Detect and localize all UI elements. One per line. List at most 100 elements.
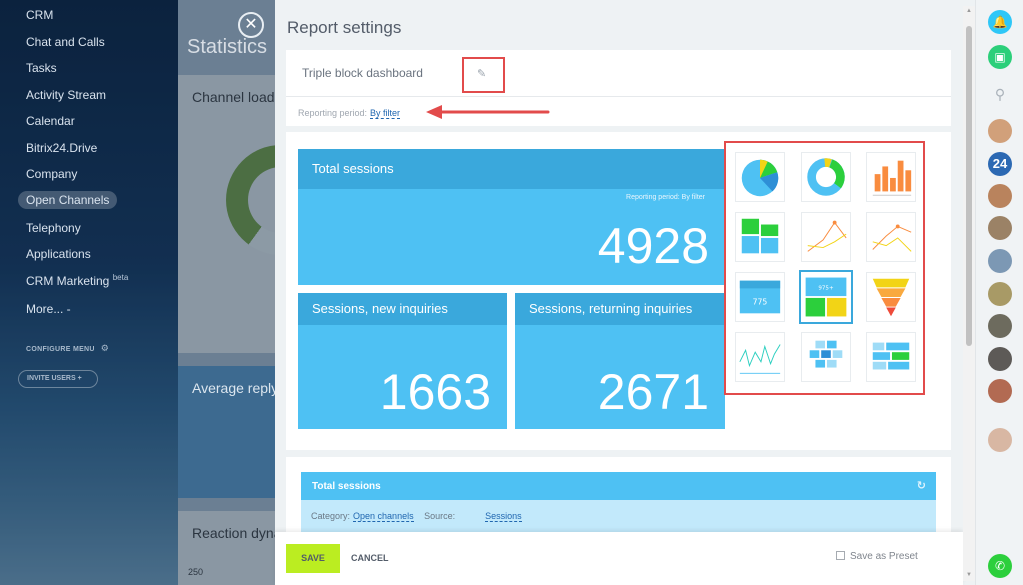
reporting-period-label: Reporting period:	[298, 108, 368, 118]
linear-chart-icon	[739, 344, 781, 374]
widget-settings-row: Category: Open channels Source: Sessions	[311, 511, 530, 522]
panel-scrollbar[interactable]: ▲ ▼	[963, 6, 975, 581]
widget-heatmap-grid[interactable]	[801, 332, 851, 382]
menu-item-tasks[interactable]: Tasks	[26, 61, 57, 75]
menu-item-calendar[interactable]: Calendar	[26, 114, 75, 128]
bar-chart-icon	[872, 160, 912, 196]
avatar[interactable]	[988, 347, 1012, 371]
tile-title: Sessions, new inquiries	[298, 293, 507, 325]
menu-item-open-channels[interactable]: Open Channels	[18, 191, 118, 209]
reporting-period-link[interactable]: By filter	[370, 108, 401, 119]
card-title: Reaction dyna	[192, 525, 275, 541]
close-icon[interactable]: ✕	[238, 12, 264, 38]
avatar[interactable]	[988, 314, 1012, 338]
widget-funnel-chart[interactable]	[866, 272, 916, 322]
tile-title: Sessions, returning inquiries	[515, 293, 725, 325]
beta-badge: beta	[112, 273, 129, 282]
avatar[interactable]	[988, 249, 1012, 273]
widget-donut-chart[interactable]	[801, 152, 851, 202]
bell-icon[interactable]: 🔔	[988, 10, 1012, 34]
left-sidebar	[0, 0, 178, 585]
edit-name-button[interactable]: ✎	[462, 57, 505, 93]
menu-item-crm[interactable]: CRM	[26, 8, 54, 22]
avatar[interactable]	[988, 184, 1012, 208]
widget-settings-header: Total sessions ↻	[301, 472, 936, 500]
tile-new-inquiries[interactable]: Sessions, new inquiries 1663	[298, 293, 507, 429]
reaction-card: Reaction dyna	[178, 511, 275, 585]
avatar[interactable]	[988, 282, 1012, 306]
tile-value: 1663	[379, 364, 491, 420]
configure-menu-label: CONFIGURE MENU	[26, 346, 95, 353]
group-avatar[interactable]	[988, 428, 1012, 452]
save-button[interactable]: SAVE	[286, 544, 340, 573]
donut-chart-icon	[807, 158, 845, 196]
widget-comparison-chart[interactable]	[866, 332, 916, 382]
divider	[286, 96, 951, 97]
pencil-icon: ✎	[477, 68, 487, 80]
menu-item-activity-stream[interactable]: Activity Stream	[26, 88, 107, 102]
menu-item-applications[interactable]: Applications	[26, 247, 91, 261]
tile-returning-inquiries[interactable]: Sessions, returning inquiries 2671	[515, 293, 725, 429]
card-title: Average reply	[192, 380, 275, 396]
avatar[interactable]	[988, 119, 1012, 143]
comparison-icon	[872, 342, 910, 370]
background-statistics-page: Statistics Channel load Average reply Re…	[178, 0, 275, 585]
save-as-preset[interactable]: Save as Preset	[836, 551, 918, 562]
panel-footer: SAVE CANCEL Save as Preset	[275, 532, 963, 585]
preset-checkbox[interactable]	[836, 551, 845, 560]
report-name-card: Triple block dashboard ✎ Reporting perio…	[286, 50, 951, 126]
source-link[interactable]: Sessions	[485, 511, 522, 522]
tile-value: 2671	[597, 364, 709, 420]
widget-stacked-bar-chart[interactable]	[735, 212, 785, 262]
widget-linear-chart[interactable]	[735, 332, 785, 382]
widget-multi-line-chart[interactable]	[866, 212, 916, 262]
menu-item-chat-and-calls[interactable]: Chat and Calls	[26, 35, 105, 49]
widget-pie-chart[interactable]	[735, 152, 785, 202]
widget-number-block[interactable]: 775	[735, 272, 785, 322]
stacked-bar-icon	[741, 218, 779, 254]
multi-line-chart-icon	[872, 224, 912, 252]
rotate-icon[interactable]: ↻	[916, 480, 926, 492]
avatar[interactable]	[988, 216, 1012, 240]
widget-line-chart[interactable]	[801, 212, 851, 262]
svg-text:775: 775	[753, 298, 768, 307]
widget-settings-title: Total sessions	[312, 481, 381, 492]
line-chart-icon	[807, 220, 847, 252]
chat-icon[interactable]: ▣	[988, 45, 1012, 69]
scroll-up-icon[interactable]: ▲	[966, 8, 972, 14]
source-label: Source:	[424, 511, 456, 521]
axis-label: 250	[188, 567, 204, 577]
scrollbar-thumb[interactable]	[966, 26, 972, 346]
cancel-button[interactable]: CANCEL	[351, 553, 389, 563]
widget-bar-chart[interactable]	[866, 152, 916, 202]
menu-item-crm-marketing[interactable]: CRM Marketing beta	[26, 273, 128, 288]
tile-total-sessions[interactable]: Total sessions Reporting period: By filt…	[298, 149, 725, 285]
widget-type-chooser: 775 975+	[724, 141, 925, 395]
category-link[interactable]: Open channels	[353, 511, 414, 522]
avatar[interactable]	[988, 379, 1012, 403]
menu-item-company[interactable]: Company	[26, 167, 78, 181]
menu-item-more[interactable]: More... -	[26, 302, 71, 316]
funnel-icon	[872, 278, 910, 317]
report-settings-panel: Report settings Triple block dashboard ✎…	[275, 0, 975, 585]
gear-icon: ⚙	[100, 343, 110, 353]
plus-icon: +	[77, 375, 82, 382]
menu-item-telephony[interactable]: Telephony	[26, 221, 81, 235]
right-rail: 🔔 ▣ ⚲ 24 ✆	[975, 0, 1023, 585]
counter-badge[interactable]: 24	[988, 152, 1012, 176]
invite-users-button[interactable]: INVITE USERS +	[18, 370, 98, 388]
heatmap-icon	[809, 340, 843, 368]
number-block-icon: 775	[739, 280, 781, 314]
scroll-down-icon[interactable]: ▼	[966, 572, 972, 578]
invite-users-label: INVITE USERS	[27, 375, 76, 382]
search-icon[interactable]: ⚲	[994, 86, 1006, 102]
menu-item-drive[interactable]: Bitrix24.Drive	[26, 141, 98, 155]
configure-menu-button[interactable]: CONFIGURE MENU ⚙	[26, 343, 109, 354]
widget-triple-block[interactable]: 975+	[799, 270, 853, 324]
phone-icon[interactable]: ✆	[988, 554, 1012, 578]
triple-block-icon: 975+	[805, 277, 847, 317]
preset-label: Save as Preset	[850, 551, 918, 562]
svg-text:975+: 975+	[818, 286, 834, 292]
tile-value: 4928	[597, 218, 709, 274]
tile-period: Reporting period: By filter	[626, 194, 705, 201]
